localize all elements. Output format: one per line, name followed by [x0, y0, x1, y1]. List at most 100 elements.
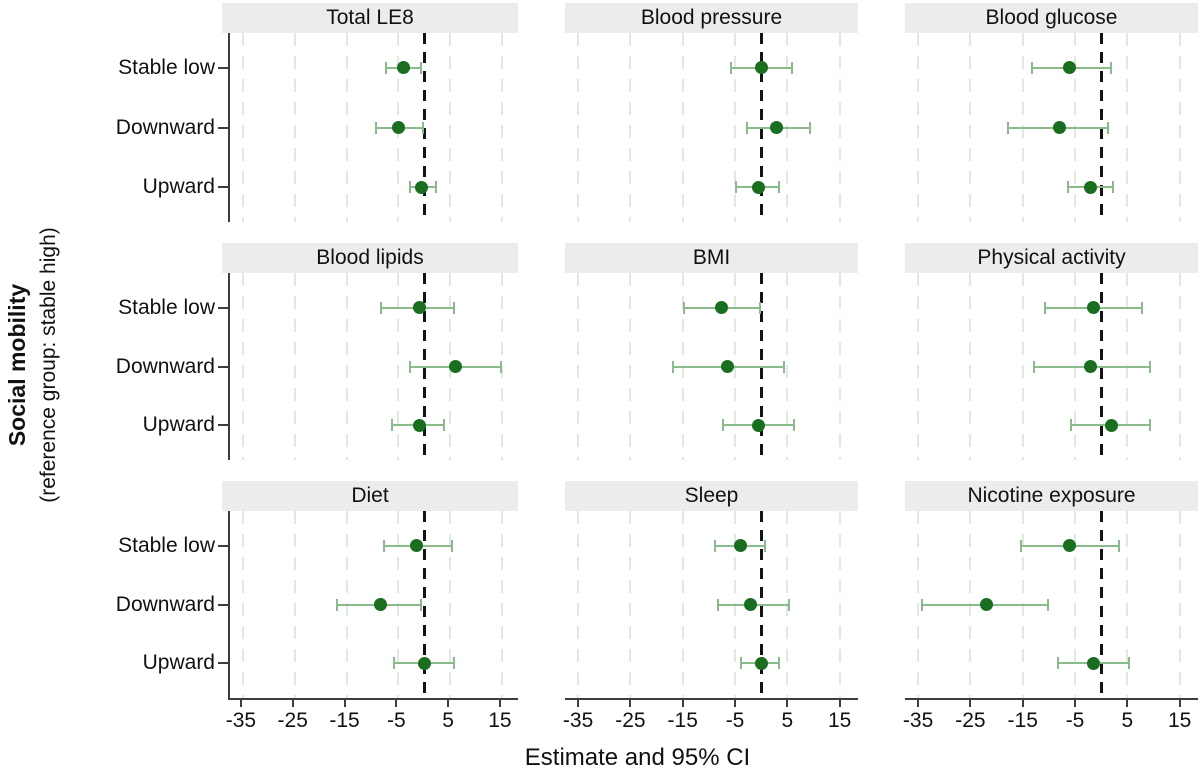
ci-cap-low	[382, 539, 385, 552]
x-tick-label: -15	[329, 709, 360, 732]
ci-cap-low	[1033, 360, 1036, 373]
ci-cap-low	[336, 598, 339, 611]
gridline	[449, 33, 452, 222]
x-tick-label: -35	[902, 709, 934, 732]
ci-cap-low	[714, 539, 717, 552]
point-estimate-upward	[1084, 180, 1098, 194]
point-estimate-stable-low	[1063, 61, 1077, 75]
panel-header-sleep: Sleep	[565, 481, 858, 511]
ci-cap-low	[1069, 419, 1072, 432]
panel-header-blood-lipids: Blood lipids	[222, 243, 518, 273]
gridline	[969, 273, 972, 460]
x-tick	[577, 700, 580, 707]
gridline	[500, 33, 503, 222]
point-estimate-upward	[752, 418, 766, 432]
ci-cap-high	[1109, 61, 1112, 74]
x-tick-label: -5	[386, 709, 406, 732]
ci-cap-high	[777, 181, 780, 194]
ci-cap-high	[422, 121, 425, 134]
ci-cap-low	[1056, 657, 1059, 670]
y-axis-title-line1: Social mobility	[4, 283, 30, 447]
gridline	[629, 511, 632, 698]
ci-cap-high	[453, 657, 456, 670]
gridline	[293, 33, 296, 222]
gridline	[734, 33, 737, 222]
point-estimate-stable-low	[412, 301, 426, 315]
gridline	[629, 33, 632, 222]
panel-title: Physical activity	[977, 246, 1126, 269]
gridline	[681, 33, 684, 222]
panel-plot-sleep	[565, 511, 858, 698]
ci-cap-high	[453, 301, 456, 314]
zero-reference-line	[1099, 511, 1103, 698]
y-tick	[218, 544, 228, 547]
y-tick	[218, 662, 228, 665]
ci-cap-high	[759, 301, 762, 314]
category-label-stable-low: Stable low	[118, 533, 215, 557]
point-estimate-upward	[417, 656, 431, 670]
point-estimate-stable-low	[1086, 301, 1100, 315]
point-estimate-stable-low	[396, 61, 410, 75]
panel-header-blood-glucose: Blood glucose	[905, 3, 1198, 33]
point-estimate-downward	[720, 360, 734, 373]
gridline	[577, 273, 580, 460]
x-tick	[629, 700, 632, 707]
point-estimate-stable-low	[409, 539, 423, 553]
panel-header-nicotine-exposure: Nicotine exposure	[905, 481, 1198, 511]
gridline	[241, 511, 244, 698]
ci-cap-low	[716, 598, 719, 611]
y-tick	[218, 66, 228, 69]
gridline	[1021, 273, 1024, 460]
x-tick	[681, 700, 684, 707]
panel-header-diet: Diet	[222, 481, 518, 511]
gridline	[969, 33, 972, 222]
x-tick-label: 15	[828, 709, 852, 732]
x-axis-title: Estimate and 95% CI	[524, 744, 751, 771]
ci-cap-high	[450, 539, 453, 552]
category-label-upward: Upward	[142, 651, 215, 675]
ci-cap-high	[442, 419, 445, 432]
category-label-downward: Downward	[115, 354, 215, 378]
x-tick	[917, 700, 920, 707]
gridline	[917, 33, 920, 222]
point-estimate-stable-low	[1063, 539, 1077, 553]
category-label-upward: Upward	[142, 175, 215, 199]
gridline	[786, 273, 789, 460]
panel-title: Blood lipids	[316, 246, 424, 269]
panel-title: Sleep	[684, 484, 739, 507]
ci-cap-low	[721, 419, 724, 432]
x-tick-label: 5	[442, 709, 454, 732]
zero-reference-line	[422, 511, 426, 698]
point-estimate-upward	[1105, 418, 1119, 432]
panel-title: Blood pressure	[640, 6, 783, 29]
gridline	[917, 511, 920, 698]
gridline	[293, 273, 296, 460]
point-estimate-upward	[1086, 656, 1100, 670]
ci-cap-low	[375, 121, 377, 134]
ci-cap-high	[782, 360, 785, 373]
category-label-stable-low: Stable low	[118, 295, 215, 319]
gridline	[1074, 511, 1077, 698]
point-estimate-downward	[1084, 360, 1098, 373]
x-tick-label: 15	[488, 709, 512, 732]
panel-plot-total-le8	[218, 33, 520, 222]
panel-title: Total LE8	[326, 6, 414, 29]
panel-header-physical-activity: Physical activity	[905, 243, 1198, 273]
gridline	[500, 511, 503, 698]
ci-cap-high	[499, 360, 502, 373]
gridline	[577, 33, 580, 222]
x-tick-label: -5	[1065, 709, 1085, 732]
x-tick-label: 15	[1168, 709, 1192, 732]
panel-plot-diet	[218, 511, 520, 698]
zero-reference-line	[422, 33, 426, 222]
x-axis: -35 -25 -15 -5 5 15	[903, 698, 1198, 734]
ci-cap-low	[672, 360, 675, 373]
ci-cap-high	[419, 598, 422, 611]
gridline	[838, 273, 841, 460]
x-tick-label: -25	[277, 709, 308, 732]
y-tick	[218, 186, 228, 189]
panel-header-total-le8: Total LE8	[222, 3, 518, 33]
x-tick-label: -5	[725, 709, 745, 732]
x-tick-label: -35	[225, 709, 257, 732]
gridline	[293, 511, 296, 698]
